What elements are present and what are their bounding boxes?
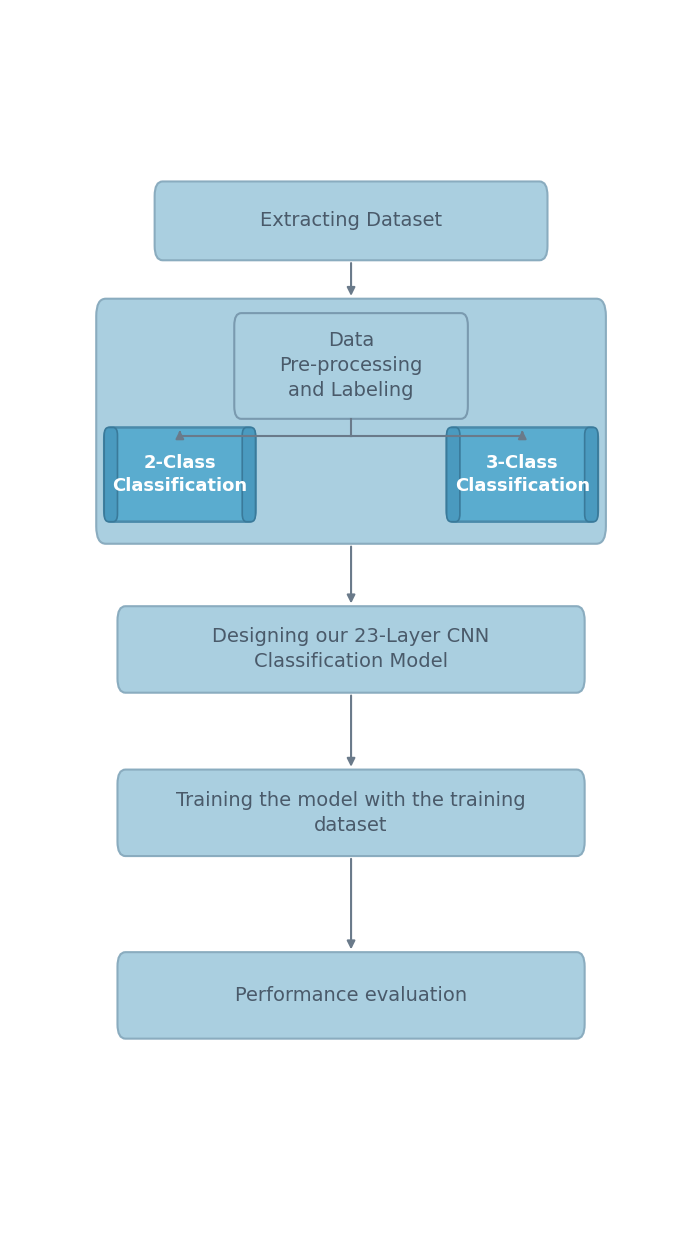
Text: 3-Class
Classification: 3-Class Classification: [455, 454, 590, 495]
Text: Extracting Dataset: Extracting Dataset: [260, 211, 442, 231]
Text: Training the model with the training
dataset: Training the model with the training dat…: [176, 791, 526, 835]
FancyBboxPatch shape: [104, 428, 256, 522]
Text: Data
Pre-processing
and Labeling: Data Pre-processing and Labeling: [279, 332, 423, 401]
FancyBboxPatch shape: [447, 428, 598, 522]
Text: Performance evaluation: Performance evaluation: [235, 986, 467, 1005]
FancyBboxPatch shape: [104, 428, 118, 522]
FancyBboxPatch shape: [447, 428, 460, 522]
FancyBboxPatch shape: [118, 952, 585, 1038]
FancyBboxPatch shape: [118, 770, 585, 856]
Text: Designing our 23-Layer CNN
Classification Model: Designing our 23-Layer CNN Classificatio…: [212, 628, 490, 671]
FancyBboxPatch shape: [242, 428, 256, 522]
FancyBboxPatch shape: [234, 313, 468, 419]
FancyBboxPatch shape: [118, 607, 585, 693]
FancyBboxPatch shape: [585, 428, 598, 522]
Text: 2-Class
Classification: 2-Class Classification: [112, 454, 247, 495]
FancyBboxPatch shape: [96, 298, 606, 544]
FancyBboxPatch shape: [155, 181, 547, 261]
